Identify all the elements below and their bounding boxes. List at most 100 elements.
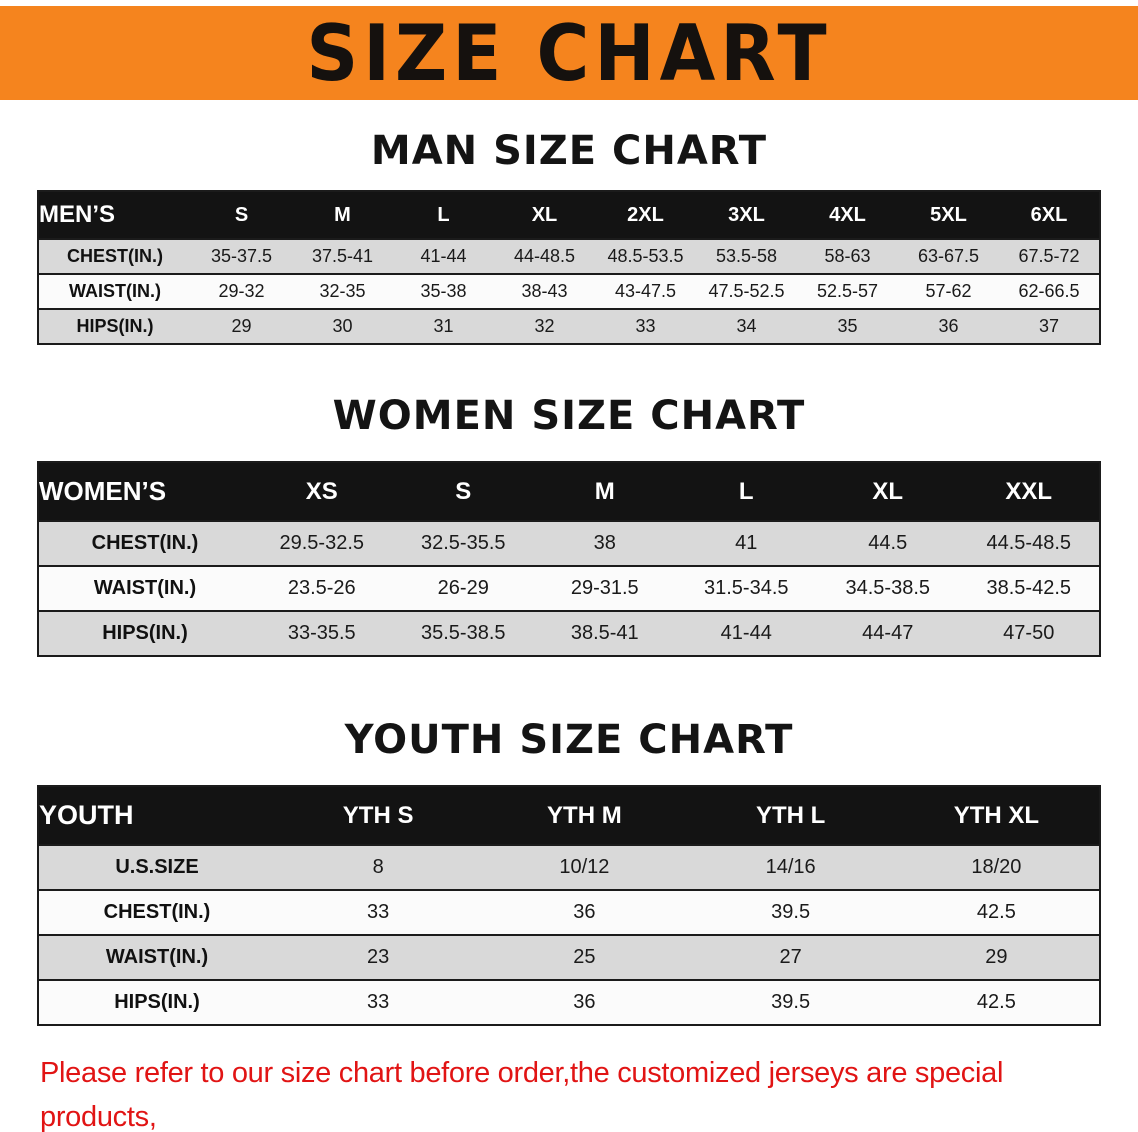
size-cell: 43-47.5 — [614, 281, 677, 301]
order-notice-line-1: Please refer to our size chart before or… — [40, 1057, 1004, 1132]
column-header: XXL — [958, 462, 1100, 521]
row-label: CHEST(IN.) — [67, 246, 163, 266]
row-label: HIPS(IN.) — [76, 316, 154, 336]
size-cell: 36 — [938, 316, 959, 336]
table-row-us-size: U.S.SIZE 8 10/12 14/16 18/20 — [38, 845, 1100, 890]
size-cell: 29 — [985, 946, 1008, 968]
size-cell: 29.5-32.5 — [279, 532, 364, 554]
size-cell: 42.5 — [976, 991, 1016, 1013]
size-cell: 53.5-58 — [715, 246, 778, 266]
size-cell: 58-63 — [824, 246, 871, 266]
size-cell: 47-50 — [1003, 622, 1055, 644]
size-cell: 35-37.5 — [210, 246, 273, 266]
row-label: HIPS(IN.) — [114, 991, 200, 1013]
women-section-title: WOMEN SIZE CHART — [332, 393, 806, 439]
size-cell: 44-47 — [862, 622, 914, 644]
column-header: L — [675, 462, 817, 521]
size-cell: 25 — [573, 946, 596, 968]
size-cell: 33 — [635, 316, 656, 336]
column-header: M — [534, 462, 676, 521]
mens-header-row: MEN’S S M L XL 2XL 3XL 4XL 5XL 6XL — [38, 191, 1100, 239]
size-cell: 44.5 — [868, 532, 908, 554]
size-cell: 8 — [372, 856, 384, 878]
size-cell: 44-48.5 — [513, 246, 576, 266]
size-cell: 34 — [736, 316, 757, 336]
table-row-chest: CHEST(IN.) 35-37.5 37.5-41 41-44 44-48.5… — [38, 239, 1100, 274]
column-header: YTH XL — [893, 786, 1100, 845]
size-cell: 35.5-38.5 — [420, 622, 506, 644]
size-cell: 36 — [573, 901, 596, 923]
mens-table-label: MEN’S — [38, 191, 191, 239]
table-row-hips: HIPS(IN.) 33 36 39.5 42.5 — [38, 980, 1100, 1025]
column-header: S — [191, 191, 292, 239]
size-cell: 38.5-42.5 — [986, 577, 1071, 599]
womens-size-table: WOMEN’S XS S M L XL XXL CHEST(IN.) 29.5-… — [37, 461, 1101, 657]
column-header: 6XL — [999, 191, 1100, 239]
column-header: 5XL — [898, 191, 999, 239]
youth-size-table: YOUTH YTH S YTH M YTH L YTH XL U.S.SIZE … — [37, 785, 1101, 1026]
youth-header-row: YOUTH YTH S YTH M YTH L YTH XL — [38, 786, 1100, 845]
banner: SIZE CHART — [0, 6, 1138, 100]
row-label: CHEST(IN.) — [91, 532, 199, 554]
size-cell: 35-38 — [420, 281, 467, 301]
size-cell: 23.5-26 — [287, 577, 356, 599]
size-cell: 29-32 — [218, 281, 265, 301]
size-cell: 47.5-52.5 — [708, 281, 785, 301]
size-cell: 18/20 — [971, 856, 1022, 878]
table-row-waist: WAIST(IN.) 23 25 27 29 — [38, 935, 1100, 980]
row-label: WAIST(IN.) — [69, 281, 161, 301]
size-cell: 32.5-35.5 — [420, 532, 506, 554]
size-cell: 63-67.5 — [917, 246, 980, 266]
size-cell: 38-43 — [521, 281, 568, 301]
size-cell: 39.5 — [771, 991, 811, 1013]
size-cell: 27 — [779, 946, 802, 968]
mens-size-table: MEN’S S M L XL 2XL 3XL 4XL 5XL 6XL CHEST… — [37, 190, 1101, 345]
size-cell: 41-44 — [420, 246, 467, 266]
column-header: S — [392, 462, 534, 521]
column-header: 4XL — [797, 191, 898, 239]
size-cell: 31.5-34.5 — [703, 577, 789, 599]
womens-header-row: WOMEN’S XS S M L XL XXL — [38, 462, 1100, 521]
youth-section-title: YOUTH SIZE CHART — [344, 717, 794, 763]
size-cell: 33 — [367, 991, 390, 1013]
column-header: 2XL — [595, 191, 696, 239]
page-title: SIZE CHART — [306, 7, 832, 99]
table-row-waist: WAIST(IN.) 29-32 32-35 35-38 38-43 43-47… — [38, 274, 1100, 309]
men-section-title: MAN SIZE CHART — [370, 128, 768, 174]
size-cell: 33-35.5 — [287, 622, 356, 644]
column-header: L — [393, 191, 494, 239]
size-cell: 29 — [231, 316, 252, 336]
womens-table-label: WOMEN’S — [38, 462, 251, 521]
size-cell: 34.5-38.5 — [845, 577, 930, 599]
size-cell: 35 — [837, 316, 858, 336]
row-label: WAIST(IN.) — [105, 946, 209, 968]
size-cell: 23 — [367, 946, 390, 968]
column-header: XL — [817, 462, 959, 521]
size-cell: 32-35 — [319, 281, 366, 301]
size-cell: 31 — [433, 316, 454, 336]
size-cell: 37 — [1038, 316, 1060, 336]
size-cell: 42.5 — [976, 901, 1016, 923]
size-cell: 41 — [735, 532, 758, 554]
size-cell: 30 — [332, 316, 353, 336]
row-label: HIPS(IN.) — [102, 622, 188, 644]
size-cell: 48.5-53.5 — [607, 246, 684, 266]
column-header: YTH L — [687, 786, 894, 845]
size-cell: 33 — [367, 901, 390, 923]
table-row-chest: CHEST(IN.) 33 36 39.5 42.5 — [38, 890, 1100, 935]
order-notice: Please refer to our size chart before or… — [40, 1052, 1098, 1132]
column-header: 3XL — [696, 191, 797, 239]
size-cell: 39.5 — [771, 901, 811, 923]
size-cell: 44.5-48.5 — [986, 532, 1071, 554]
size-cell: 52.5-57 — [816, 281, 879, 301]
size-cell: 67.5-72 — [1018, 246, 1080, 266]
table-row-waist: WAIST(IN.) 23.5-26 26-29 29-31.5 31.5-34… — [38, 566, 1100, 611]
size-cell: 37.5-41 — [311, 246, 374, 266]
size-cell: 29-31.5 — [570, 577, 639, 599]
size-cell: 41-44 — [720, 622, 772, 644]
size-cell: 38 — [593, 532, 616, 554]
table-row-hips: HIPS(IN.) 29 30 31 32 33 34 35 36 37 — [38, 309, 1100, 344]
size-cell: 62-66.5 — [1018, 281, 1080, 301]
size-cell: 38.5-41 — [570, 622, 639, 644]
